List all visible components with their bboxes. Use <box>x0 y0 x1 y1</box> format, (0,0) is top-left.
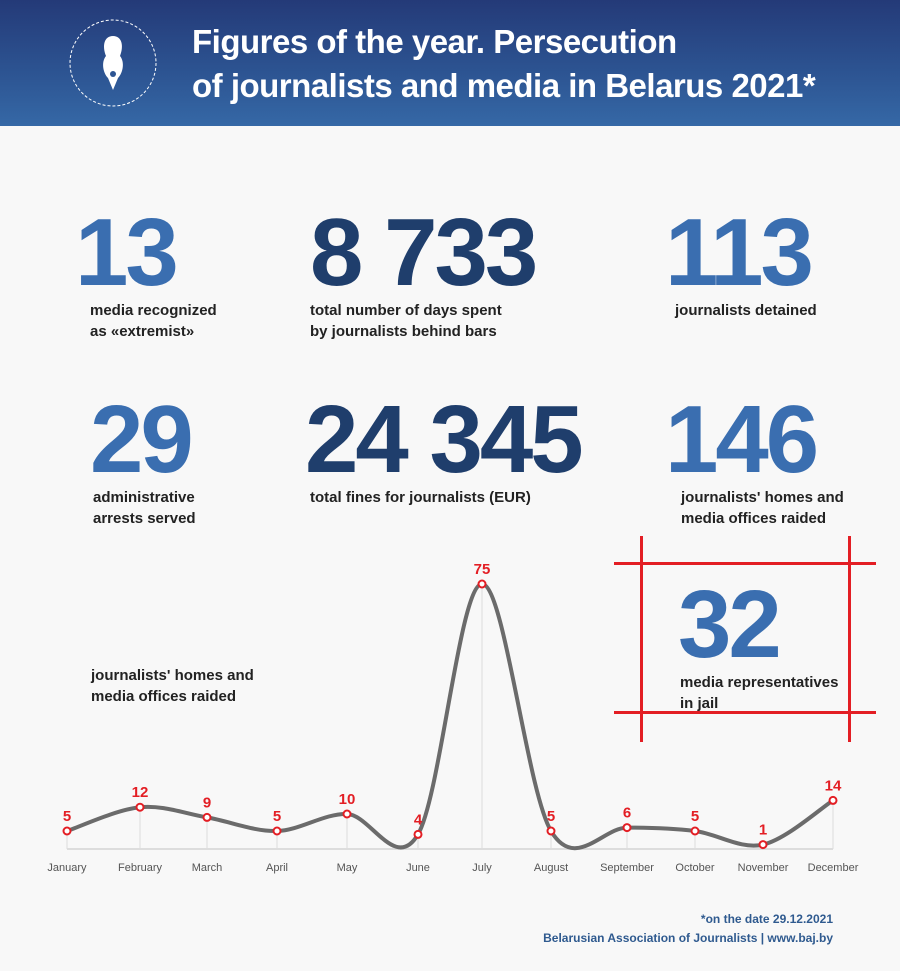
header-banner: Figures of the year. Persecution of jour… <box>0 0 900 126</box>
x-tick-label: September <box>600 862 654 874</box>
chart-title-line: journalists' homes and <box>91 667 254 684</box>
data-point <box>272 826 282 836</box>
data-point <box>477 579 487 589</box>
x-tick-label: December <box>808 862 859 874</box>
data-label: 5 <box>691 808 699 825</box>
stat-homes-raided: 146 journalists' homes and media offices … <box>665 386 844 529</box>
x-tick-label: March <box>192 862 223 874</box>
stat-label: media representatives <box>680 674 839 691</box>
stat-days-behind-bars: 8 733 total number of days spent by journ… <box>310 199 538 342</box>
data-label: 10 <box>339 791 356 808</box>
x-tick-label: January <box>47 862 87 874</box>
data-label: 4 <box>414 811 423 828</box>
stat-label: journalists' homes and <box>681 489 844 506</box>
data-point <box>828 795 838 805</box>
data-point <box>413 829 423 839</box>
data-label: 9 <box>203 794 211 811</box>
stat-value: 29 <box>90 386 194 493</box>
data-point <box>546 826 556 836</box>
data-label: 14 <box>825 777 842 794</box>
stat-in-jail: 32 media representatives in jail <box>678 571 839 714</box>
x-tick-label: April <box>266 862 288 874</box>
data-point <box>622 823 632 833</box>
stat-value: 24 345 <box>305 386 584 493</box>
stat-label: arrests served <box>93 510 196 527</box>
chart-title-line: media offices raided <box>91 688 237 705</box>
x-tick-label: May <box>337 862 358 874</box>
stat-value: 32 <box>678 571 782 678</box>
stat-value: 13 <box>75 199 179 306</box>
x-tick-label: August <box>534 862 568 874</box>
title-line-1: Figures of the year. Persecution <box>192 23 677 60</box>
data-label: 5 <box>547 808 555 825</box>
data-point <box>135 802 145 812</box>
baj-logo <box>69 19 157 107</box>
page-title: Figures of the year. Persecution of jour… <box>192 20 816 108</box>
x-tick-label: October <box>675 862 714 874</box>
stat-label: administrative <box>93 489 195 506</box>
x-tick-label: July <box>472 862 492 874</box>
stat-label: total fines for journalists (EUR) <box>310 489 531 506</box>
x-tick-label: June <box>406 862 430 874</box>
x-tick-label: February <box>118 862 163 874</box>
data-point <box>690 826 700 836</box>
title-line-2: of journalists and media in Belarus 2021… <box>192 67 816 104</box>
footer-note: *on the date 29.12.2021 <box>700 912 833 926</box>
stat-label: media offices raided <box>681 510 827 527</box>
data-label: 5 <box>63 808 71 825</box>
stat-label: journalists detained <box>675 302 817 319</box>
chart-title: journalists' homes and media offices rai… <box>91 665 254 707</box>
series-line <box>66 581 835 851</box>
footer: *on the date 29.12.2021 Belarusian Assoc… <box>543 910 833 948</box>
stat-administrative-arrests: 29 administrative arrests served <box>90 386 196 529</box>
data-point <box>62 826 72 836</box>
stat-label: total number of days spent <box>310 302 502 319</box>
data-label: 5 <box>273 808 281 825</box>
footer-source: Belarusian Association of Journalists | … <box>543 931 833 945</box>
stat-label: in jail <box>680 695 719 712</box>
x-tick-label: November <box>738 862 789 874</box>
monthly-raids-chart: 5 January 12 February 9 March 5 April 10 May 4 June… <box>47 561 859 874</box>
stat-label: by journalists behind bars <box>310 323 497 340</box>
data-point <box>758 840 768 850</box>
data-point <box>202 812 212 822</box>
stat-value: 146 <box>665 386 819 493</box>
stat-total-fines: 24 345 total fines for journalists (EUR) <box>305 386 584 508</box>
data-label: 12 <box>132 784 149 801</box>
stat-label: as «extremist» <box>90 323 195 340</box>
stat-value: 8 733 <box>310 199 538 306</box>
data-label: 6 <box>623 805 631 822</box>
stat-extremist-media: 13 media recognized as «extremist» <box>75 199 217 342</box>
stat-label: media recognized <box>90 302 217 319</box>
data-label: 75 <box>474 561 491 578</box>
data-label: 1 <box>759 822 767 839</box>
stat-value: 113 <box>665 199 814 306</box>
stat-journalists-detained: 113 journalists detained <box>665 199 817 321</box>
data-point <box>342 809 352 819</box>
